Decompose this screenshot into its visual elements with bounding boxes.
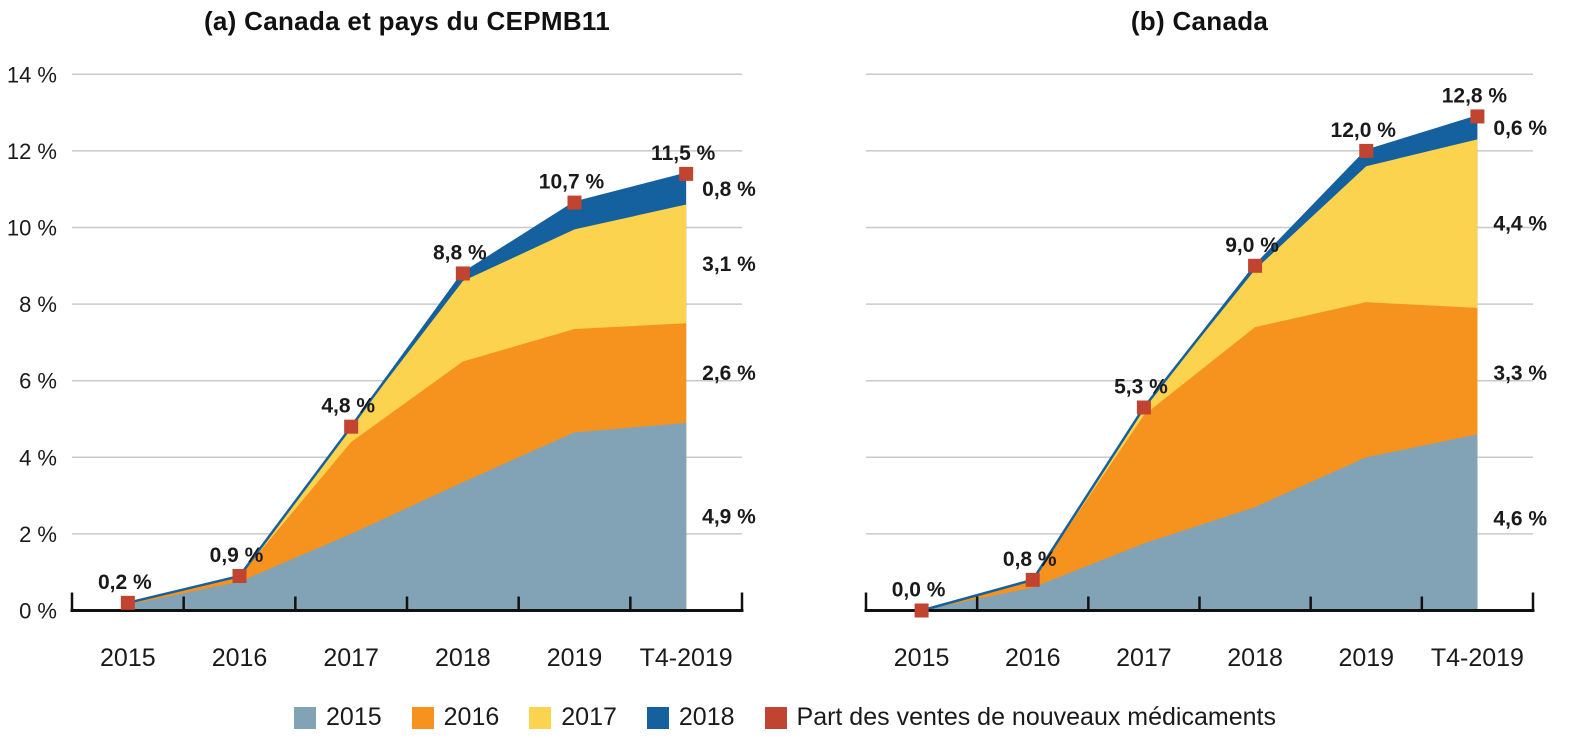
total-label: 8,8 %: [433, 241, 487, 264]
x-tick-label: 2015: [894, 644, 950, 672]
marker-part-ventes: [232, 569, 247, 584]
x-tick-label: 2015: [100, 644, 156, 672]
marker-part-ventes: [1359, 143, 1374, 158]
x-tick-label: 2019: [547, 644, 603, 672]
marker-part-ventes: [914, 603, 929, 618]
legend-item-1: 2016: [411, 703, 500, 732]
legend-item-3: 2018: [646, 703, 735, 732]
chart-a-title: (a) Canada et pays du CEPMB11: [203, 6, 611, 36]
y-tick-label: 12 %: [7, 139, 57, 164]
x-tick-label: T4-2019: [1431, 644, 1524, 672]
total-label: 12,0 %: [1331, 119, 1397, 142]
legend-item-4: Part des ventes de nouveaux médicaments: [764, 703, 1276, 732]
marker-part-ventes: [120, 595, 135, 610]
legend-swatch: [411, 706, 434, 729]
x-tick-label: 2017: [1116, 644, 1172, 672]
legend-label: 2015: [326, 703, 382, 731]
marker-part-ventes: [344, 419, 359, 434]
total-label: 4,8 %: [321, 395, 375, 418]
area-2015: [127, 422, 687, 611]
side-layer-label: 4,4 %: [1493, 213, 1547, 236]
y-tick-label: 10 %: [7, 216, 57, 241]
total-label: 0,2 %: [98, 571, 152, 594]
total-label: 10,7 %: [539, 171, 605, 194]
total-line: [921, 115, 1478, 612]
y-tick-label: 14 %: [7, 62, 57, 87]
legend-label: 2016: [443, 703, 500, 731]
y-tick-label: 6 %: [19, 369, 57, 394]
marker-part-ventes: [1136, 400, 1151, 415]
side-layer-label: 2,6 %: [702, 362, 756, 385]
legend-swatch: [646, 706, 669, 729]
total-label: 9,0 %: [1225, 234, 1279, 257]
total-label: 0,0 %: [892, 579, 946, 602]
total-label: 0,8 %: [1003, 548, 1057, 571]
marker-part-ventes: [567, 195, 582, 210]
side-layer-label: 4,9 %: [702, 506, 756, 529]
legend-swatch: [764, 706, 787, 729]
y-tick-label: 2 %: [19, 522, 57, 547]
marker-part-ventes: [1248, 258, 1263, 273]
total-label: 5,3 %: [1114, 376, 1168, 399]
legend-item-2: 2017: [529, 703, 617, 732]
area-2015: [921, 434, 1478, 611]
total-line: [127, 172, 687, 605]
side-layer-label: 0,6 %: [1493, 117, 1547, 140]
charts-canvas: 2015 2016 2017 2018 2019 T4-2019 0 % 2 % 4 % 6 % 8…: [7, 62, 1548, 672]
legend-swatch: [529, 706, 552, 729]
side-layer-label: 0,8 %: [702, 178, 756, 201]
y-tick-label: 4 %: [19, 445, 57, 470]
x-tick-label: 2019: [1338, 644, 1394, 672]
legend-label: 2017: [561, 703, 617, 731]
legend-label: 2018: [678, 703, 735, 731]
x-tick-label: 2018: [1227, 644, 1283, 672]
side-layer-label: 3,1 %: [702, 253, 756, 276]
side-layer-label: 4,6 %: [1493, 508, 1547, 531]
chart-b-title: (b) Canada: [1130, 6, 1269, 36]
legend-label: Part des ventes de nouveaux médicaments: [796, 703, 1276, 731]
marker-part-ventes: [679, 166, 694, 181]
total-label: 12,8 %: [1442, 84, 1508, 107]
x-tick-label: 2016: [212, 644, 268, 672]
chart-legend: 2015 2016 2017 2018 Part des ventes de nouve…: [0, 703, 1570, 732]
total-label: 0,9 %: [210, 544, 264, 567]
marker-part-ventes: [1025, 572, 1040, 587]
total-label: 11,5 %: [651, 142, 716, 165]
y-tick-label: 8 %: [19, 292, 57, 317]
y-tick-label: 0 %: [19, 599, 57, 624]
legend-swatch: [294, 706, 317, 729]
side-layer-label: 3,3 %: [1493, 362, 1547, 385]
legend-item-0: 2015: [294, 703, 382, 732]
x-tick-label: T4-2019: [640, 644, 733, 672]
marker-part-ventes: [1470, 109, 1485, 124]
x-tick-label: 2017: [323, 644, 379, 672]
x-tick-label: 2018: [435, 644, 491, 672]
marker-part-ventes: [455, 266, 470, 281]
x-tick-label: 2016: [1005, 644, 1061, 672]
